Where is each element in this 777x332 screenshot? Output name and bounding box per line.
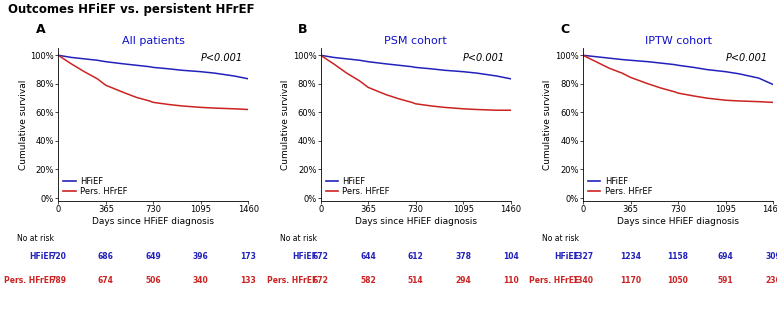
Title: IPTW cohort: IPTW cohort <box>645 36 712 46</box>
Y-axis label: Cumulative survival: Cumulative survival <box>281 79 290 170</box>
Text: 110: 110 <box>503 276 518 285</box>
Text: 694: 694 <box>718 252 733 261</box>
Y-axis label: Cumulative survival: Cumulative survival <box>19 79 27 170</box>
Text: 686: 686 <box>98 252 113 261</box>
Text: Pers. HFrEF: Pers. HFrEF <box>4 276 54 285</box>
Text: 1234: 1234 <box>620 252 641 261</box>
Legend: HFiEF, Pers. HFrEF: HFiEF, Pers. HFrEF <box>62 176 128 197</box>
Text: 672: 672 <box>312 252 329 261</box>
Text: 789: 789 <box>51 276 66 285</box>
Text: 1158: 1158 <box>667 252 688 261</box>
Text: HFiEF: HFiEF <box>554 252 579 261</box>
X-axis label: Days since HFiEF diagnosis: Days since HFiEF diagnosis <box>92 217 214 226</box>
Text: Pers. HFrEF: Pers. HFrEF <box>529 276 579 285</box>
Text: 104: 104 <box>503 252 518 261</box>
Text: 173: 173 <box>240 252 256 261</box>
Text: 1327: 1327 <box>573 252 594 261</box>
Text: No at risk: No at risk <box>280 234 317 243</box>
Text: No at risk: No at risk <box>542 234 579 243</box>
Legend: HFiEF, Pers. HFrEF: HFiEF, Pers. HFrEF <box>587 176 653 197</box>
Title: PSM cohort: PSM cohort <box>385 36 447 46</box>
Text: 514: 514 <box>408 276 423 285</box>
Text: 309: 309 <box>765 252 777 261</box>
X-axis label: Days since HFiEF diagnosis: Days since HFiEF diagnosis <box>617 217 739 226</box>
Text: P<0.001: P<0.001 <box>463 53 505 63</box>
Text: 1170: 1170 <box>620 276 641 285</box>
Text: B: B <box>298 23 308 36</box>
Text: P<0.001: P<0.001 <box>200 53 242 63</box>
Text: 1340: 1340 <box>573 276 594 285</box>
Text: HFiEF: HFiEF <box>292 252 317 261</box>
Text: C: C <box>560 23 570 36</box>
Text: 674: 674 <box>98 276 113 285</box>
Legend: HFiEF, Pers. HFrEF: HFiEF, Pers. HFrEF <box>325 176 391 197</box>
Text: 294: 294 <box>455 276 471 285</box>
Text: Pers. HFrEF: Pers. HFrEF <box>267 276 317 285</box>
Title: All patients: All patients <box>122 36 185 46</box>
Text: 591: 591 <box>718 276 733 285</box>
Text: A: A <box>36 23 45 36</box>
Text: 720: 720 <box>51 252 66 261</box>
Text: 1050: 1050 <box>667 276 688 285</box>
Text: 236: 236 <box>765 276 777 285</box>
Text: 649: 649 <box>145 252 161 261</box>
Text: 133: 133 <box>241 276 256 285</box>
Text: No at risk: No at risk <box>17 234 54 243</box>
X-axis label: Days since HFiEF diagnosis: Days since HFiEF diagnosis <box>354 217 477 226</box>
Text: 378: 378 <box>455 252 471 261</box>
Text: Outcomes HFiEF vs. persistent HFrEF: Outcomes HFiEF vs. persistent HFrEF <box>8 3 254 16</box>
Text: P<0.001: P<0.001 <box>725 53 768 63</box>
Y-axis label: Cumulative survival: Cumulative survival <box>543 79 552 170</box>
Text: 340: 340 <box>193 276 209 285</box>
Text: 506: 506 <box>145 276 161 285</box>
Text: 582: 582 <box>361 276 376 285</box>
Text: HFiEF: HFiEF <box>30 252 54 261</box>
Text: 612: 612 <box>408 252 423 261</box>
Text: 644: 644 <box>361 252 376 261</box>
Text: 672: 672 <box>312 276 329 285</box>
Text: 396: 396 <box>193 252 209 261</box>
